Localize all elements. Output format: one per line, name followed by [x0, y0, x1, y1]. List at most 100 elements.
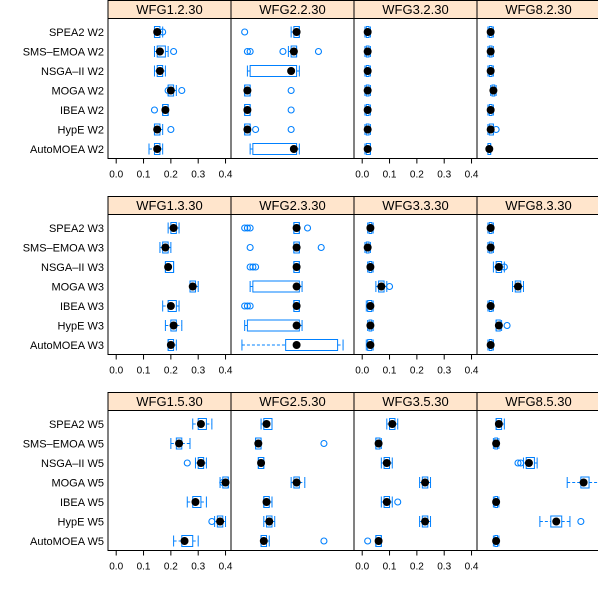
median-point [166, 302, 175, 310]
median-point [486, 125, 495, 134]
x-tick-label: 0.2 [164, 170, 178, 181]
median-point [486, 47, 495, 56]
median-point [486, 28, 495, 36]
median-point [366, 302, 375, 310]
median-point [366, 263, 375, 271]
row-label: SMS–EMOA W3 [23, 243, 104, 255]
box-1 [159, 241, 172, 254]
median-point [363, 86, 372, 95]
box-2 [486, 65, 495, 77]
median-point [153, 125, 162, 134]
median-point [486, 67, 495, 75]
panel-title: WFG8.2.30 [505, 2, 571, 17]
box-0 [366, 222, 375, 234]
outlier-point [394, 498, 402, 506]
median-point [485, 145, 494, 153]
median-point [492, 439, 501, 448]
box-3 [375, 280, 394, 293]
median-point [191, 498, 200, 506]
panel-title: WFG8.3.30 [505, 198, 571, 213]
box-6 [486, 339, 495, 351]
box-5 [164, 319, 183, 332]
median-point [421, 478, 430, 487]
box-3 [566, 476, 598, 489]
box-3 [363, 84, 372, 97]
median-point [363, 28, 372, 36]
x-axis: 0.0 0.1 0.2 0.3 0.4 [109, 158, 233, 181]
box-4 [365, 300, 375, 312]
row-label: NSGA–II W5 [41, 458, 104, 470]
box-6 [173, 535, 199, 547]
median-point [579, 478, 588, 487]
outlier-point [167, 125, 175, 134]
median-point [292, 28, 301, 36]
median-point [262, 420, 271, 428]
box-2 [246, 261, 301, 273]
box-5 [244, 319, 303, 332]
median-point [514, 282, 522, 291]
median-point [153, 28, 162, 36]
panel-frame [230, 214, 355, 355]
x-tick-label: 0.4 [465, 170, 479, 181]
median-point [552, 517, 561, 526]
outlier-point [183, 459, 191, 467]
row-label: SMS–EMOA W2 [23, 47, 104, 59]
box-0 [167, 222, 180, 234]
median-point [292, 321, 301, 330]
box-2 [257, 457, 266, 469]
outlier-point [317, 243, 325, 252]
box-5 [494, 319, 511, 332]
box-3 [164, 84, 186, 97]
outlier-point [246, 224, 254, 232]
box-6 [148, 143, 164, 155]
box-2 [164, 261, 175, 273]
box-4 [380, 496, 402, 508]
box-3 [489, 84, 498, 97]
row-label: MOGA W2 [51, 86, 104, 98]
median-point [221, 478, 230, 487]
median-point [494, 420, 503, 428]
box-0 [192, 418, 213, 430]
median-point [169, 321, 178, 330]
x-tick-label: 0.3 [191, 366, 205, 377]
median-point [382, 498, 391, 506]
median-point [374, 439, 383, 448]
box-5 [153, 123, 175, 136]
x-tick-label: 0.1 [137, 562, 151, 573]
x-tick-label: 0.0 [355, 562, 369, 573]
outlier-point [241, 28, 249, 36]
median-point [289, 145, 298, 153]
median-point [153, 145, 162, 153]
x-axis: 0.0 0.1 0.2 0.3 0.4 [355, 354, 479, 377]
outlier-point [517, 459, 525, 467]
median-point [363, 125, 372, 134]
median-point [492, 498, 501, 506]
box-5 [419, 515, 432, 528]
panel-title: WFG1.5.30 [136, 394, 202, 409]
median-point [366, 341, 375, 349]
x-tick-label: 0.4 [465, 562, 479, 573]
box-2 [380, 457, 393, 469]
panel-wfg8-2-30: WFG8.2.30 [476, 0, 598, 159]
box-4 [363, 104, 372, 116]
outlier-point [514, 459, 522, 467]
box-0 [386, 418, 399, 430]
median-point [169, 224, 178, 232]
panel-title: WFG3.5.30 [382, 394, 448, 409]
box-0 [363, 26, 372, 38]
box-6 [492, 535, 501, 547]
outlier-point [150, 106, 159, 114]
outlier-point [252, 263, 260, 271]
row-label: SPEA2 W5 [49, 419, 104, 431]
box-0 [241, 222, 312, 234]
median-point [492, 537, 501, 545]
box-1 [153, 45, 178, 58]
box-4 [162, 300, 180, 312]
box-3 [249, 280, 303, 293]
box-0 [260, 418, 273, 430]
outlier-point [246, 47, 254, 56]
row-label: AutoMOEA W3 [30, 340, 104, 352]
panel-title: WFG1.2.30 [136, 2, 202, 17]
median-point [524, 459, 533, 467]
